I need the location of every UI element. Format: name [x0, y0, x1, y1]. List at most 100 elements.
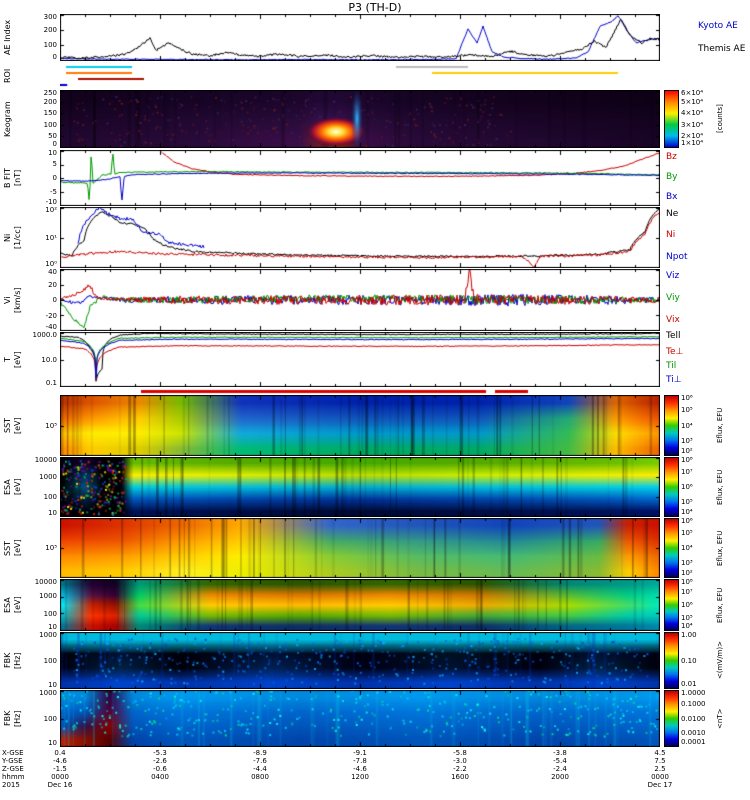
fbk_b-cbar-tick-0.0001: 0.0001: [681, 738, 706, 746]
fbk_b-plot: [60, 690, 660, 747]
ni-ytick-10¹: 10¹: [45, 233, 57, 242]
fbk_e-colorbar: [664, 632, 679, 689]
roi-plot: [60, 64, 660, 88]
sst_e-cbar-label: Eflux, EFU: [716, 407, 724, 444]
page-title: P3 (TH-D): [348, 1, 402, 14]
footer-row-label-Y-GSE: Y-GSE: [2, 757, 23, 765]
keogram-ytick-50: 50: [48, 132, 57, 141]
fbk_b-cbar-tick-1.0000: 1.0000: [681, 689, 706, 697]
footer-value: -5.4: [553, 757, 567, 765]
sst_i-cbar-tick-10⁴: 10⁴: [681, 544, 693, 552]
ae-ytick-300: 300: [43, 13, 57, 21]
esa_e-cbar-label: Eflux, EFU: [716, 469, 724, 505]
sst_e-axis-label: SST: [3, 417, 12, 434]
ni-series-label-Npot: Npot: [666, 252, 688, 263]
footer-row-label-Z-GSE: Z-GSE: [2, 765, 24, 773]
footer-value: 0400: [151, 773, 169, 781]
esa_i-cbar-tick-10⁴: 10⁴: [681, 622, 693, 630]
fbk_b-cbar-tick-0.0100: 0.0100: [681, 714, 706, 723]
footer-value: -1.5: [53, 765, 67, 773]
footer-value: 1600: [451, 773, 469, 781]
keogram-ytick-150: 150: [43, 109, 57, 118]
esa_e-axis-label: ESA: [3, 479, 12, 495]
temp-axis-label: T: [3, 357, 12, 362]
fbk_b-axis-label: FBK: [3, 710, 12, 727]
vi-plot: [60, 269, 660, 331]
fbk_b-ytick-100: 100: [43, 714, 57, 723]
ae-plot: [60, 14, 660, 61]
footer-value: -8.9: [253, 749, 267, 757]
panel-ae: AE Index 300 200 100 0 Kyoto AE Themis AE: [0, 14, 750, 61]
esa_e-ytick-10000: 10000: [34, 456, 57, 464]
footer-value: 0.4: [54, 749, 66, 757]
footer-value: -9.1: [353, 749, 367, 757]
fbk_e-ytick-1000: 1000: [39, 631, 57, 639]
vi-ytick-20: 20: [48, 280, 57, 289]
vi-axis-label: Vi: [3, 296, 12, 304]
footer-value: -2.4: [553, 765, 567, 773]
ni-series-label-Ni: Ni: [666, 230, 676, 241]
sst_e-ytick-10⁵: 10⁵: [45, 421, 57, 430]
footer-value: -2.2: [453, 765, 467, 773]
panel-sst_i: SST [eV] 10⁵ 10⁶ 10⁵ 10⁴ 10³ 10² Eflux, EFU: [0, 518, 750, 578]
esa_i-cbar-tick-10⁷: 10⁷: [681, 588, 693, 596]
fbk_b-colorbar: [664, 690, 679, 747]
sst_i-cbar-tick-10²: 10²: [681, 569, 693, 577]
fbk_e-cbar-label: <(mV/m)>: [716, 641, 724, 680]
footer-value: -5.3: [153, 749, 167, 757]
temp-series-label-Ti⊥: Ti⊥: [666, 375, 682, 386]
vi-series-label-Viz: Viz: [666, 271, 680, 282]
footer-value: -3.0: [453, 757, 467, 765]
panel-fbk_e: FBK [Hz] 1000 100 10 1.00 0.10 0.01 <(mV/m)>: [0, 632, 750, 689]
fbk_b-ytick-1000: 1000: [39, 689, 57, 697]
footer-value: -4.6: [353, 765, 367, 773]
esa_e-plot: [60, 457, 660, 517]
bfit-ytick-10: 10: [48, 149, 57, 157]
temp-axis-unit: [eV]: [13, 351, 22, 368]
esa_i-ytick-100: 100: [43, 609, 57, 618]
sst_i-colorbar: [664, 518, 679, 578]
keogram-plot: [60, 90, 660, 148]
keogram-cbar-tick-3×10⁴: 3×10⁴: [681, 120, 704, 129]
bfit-ytick-5: 5: [52, 160, 57, 168]
esa_i-axis-unit: [eV]: [13, 596, 22, 614]
panel-sst_e: SST [eV] 10⁵ 10⁶ 10⁵ 10⁴ 10³ 10² Eflux, EFU: [0, 395, 750, 456]
ni-ytick-10⁰: 10⁰: [45, 260, 57, 268]
modebar-plot: [60, 389, 660, 394]
footer-value: 4.5: [654, 749, 666, 757]
esa_e-ytick-10: 10: [48, 509, 57, 517]
ae-series-label-Kyoto AE: Kyoto AE: [698, 20, 738, 31]
panel-roi: ROI: [0, 64, 750, 88]
keogram-cbar-tick-4×10⁴: 4×10⁴: [681, 109, 704, 118]
fbk_e-ytick-10: 10: [48, 681, 57, 689]
panel-bfit: B FIT [nT] 10 5 0 -5 -10 Bz By Bx: [0, 150, 750, 206]
temp-series-label-Til: Til: [666, 361, 677, 372]
footer-value: 0000: [51, 773, 69, 781]
keogram-cbar-label: [counts]: [716, 104, 724, 134]
footer-row-Z-GSE: Z-GSE -1.5 -0.6 -4.4 -4.6 -2.2 -2.4 2.5: [0, 765, 750, 773]
footer-value: -5.8: [453, 749, 467, 757]
esa_i-axis-label: ESA: [3, 597, 12, 613]
sst_i-axis-label: SST: [3, 540, 12, 556]
keogram-cbar-tick-1×10⁴: 1×10⁴: [681, 139, 704, 147]
ae-series-label-Themis AE: Themis AE: [698, 44, 746, 55]
esa_e-colorbar: [664, 457, 679, 517]
fbk_e-cbar-tick-0.01: 0.01: [681, 680, 697, 688]
panel-modebar: [0, 389, 750, 394]
esa_i-cbar-tick-10⁵: 10⁵: [681, 614, 693, 622]
footer-value: 0000: [651, 773, 669, 781]
esa_i-ytick-1000: 1000: [39, 592, 57, 601]
esa_e-cbar-tick-10⁷: 10⁷: [681, 468, 693, 476]
vi-ytick--40: -40: [45, 323, 57, 331]
fbk_b-cbar-tick-0.0010: 0.0010: [681, 728, 706, 737]
esa_i-colorbar: [664, 579, 679, 631]
ni-series-label-Ne: Ne: [666, 209, 679, 220]
bfit-series-label-By: By: [666, 171, 678, 182]
keogram-ytick-100: 100: [43, 120, 57, 129]
keogram-cbar-tick-5×10⁴: 5×10⁴: [681, 97, 704, 106]
footer-row-2015: 2015 Dec 16 Dec 17: [0, 781, 750, 789]
sst_i-cbar-label: Eflux, EFU: [716, 530, 724, 566]
footer-value: 2000: [551, 773, 569, 781]
ae-ytick-100: 100: [43, 41, 57, 50]
